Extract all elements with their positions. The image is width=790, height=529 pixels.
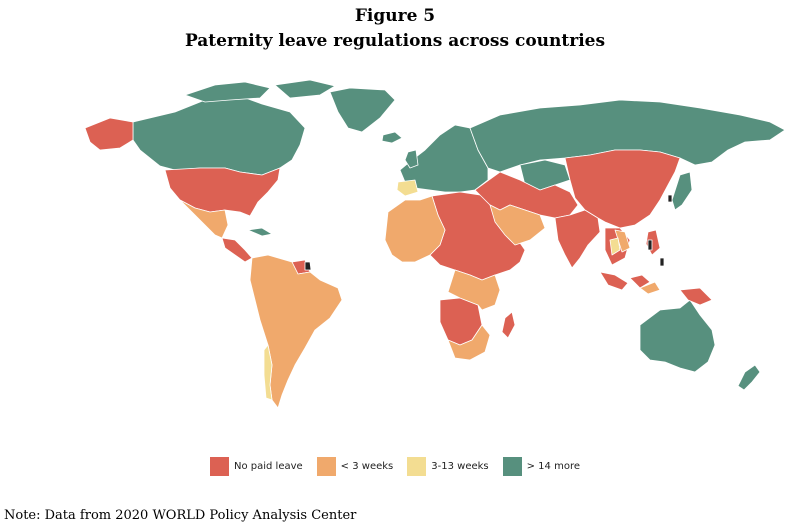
legend-label-lt3: < 3 weeks [340, 461, 394, 472]
legend: No paid leave < 3 weeks 3-13 weeks > 14 … [0, 457, 790, 476]
legend-item-lt3: < 3 weeks [316, 457, 394, 476]
legend-item-3-13: 3-13 weeks [407, 457, 489, 476]
legend-swatch-no-paid [209, 457, 229, 476]
region-madagascar [501, 311, 516, 339]
region-uk [404, 149, 419, 169]
region-africa-west [384, 195, 446, 263]
region-indonesia [599, 271, 651, 291]
figure-label: Figure 5 [354, 6, 436, 26]
figure-subtitle: Paternity leave regulations across count… [184, 31, 606, 51]
region-south-africa [447, 324, 491, 361]
region-europe [399, 124, 489, 193]
legend-item-gt14: > 14 more [502, 457, 580, 476]
legend-label-no-paid: No paid leave [233, 461, 303, 472]
region-thailand [609, 237, 621, 256]
legend-swatch-gt14 [502, 457, 522, 476]
region-china [564, 149, 681, 229]
region-chile [263, 344, 273, 401]
legend-label-3-13: 3-13 weeks [431, 461, 489, 472]
region-iberia [396, 179, 419, 197]
figure-title: Figure 5 Paternity leave regulations acr… [0, 4, 790, 54]
region-greenland [329, 87, 396, 133]
region-canada [132, 95, 306, 176]
region-japan [671, 171, 693, 211]
region-arctic-islands [184, 79, 336, 103]
region-png [679, 287, 713, 306]
region-no-data [304, 194, 673, 271]
figure-note: Note: Data from 2020 WORLD Policy Analys… [4, 508, 357, 523]
region-iceland [381, 131, 403, 144]
legend-swatch-lt3 [316, 457, 336, 476]
legend-item-no-paid: No paid leave [209, 457, 303, 476]
region-alaska [84, 117, 134, 151]
region-new-zealand [737, 364, 761, 391]
region-australia [639, 299, 716, 373]
legend-swatch-3-13 [407, 457, 427, 476]
region-africa-east [447, 269, 501, 311]
region-central-america [221, 237, 253, 263]
region-vietnam [614, 229, 631, 253]
world-map [70, 79, 790, 415]
region-usa [164, 167, 281, 217]
region-indonesia-east [639, 281, 661, 295]
region-caribbean [247, 227, 273, 237]
region-india [554, 209, 601, 269]
region-arabia [489, 204, 546, 246]
region-south-america [249, 254, 343, 409]
region-mexico [179, 199, 229, 239]
legend-label-gt14: > 14 more [526, 461, 580, 472]
